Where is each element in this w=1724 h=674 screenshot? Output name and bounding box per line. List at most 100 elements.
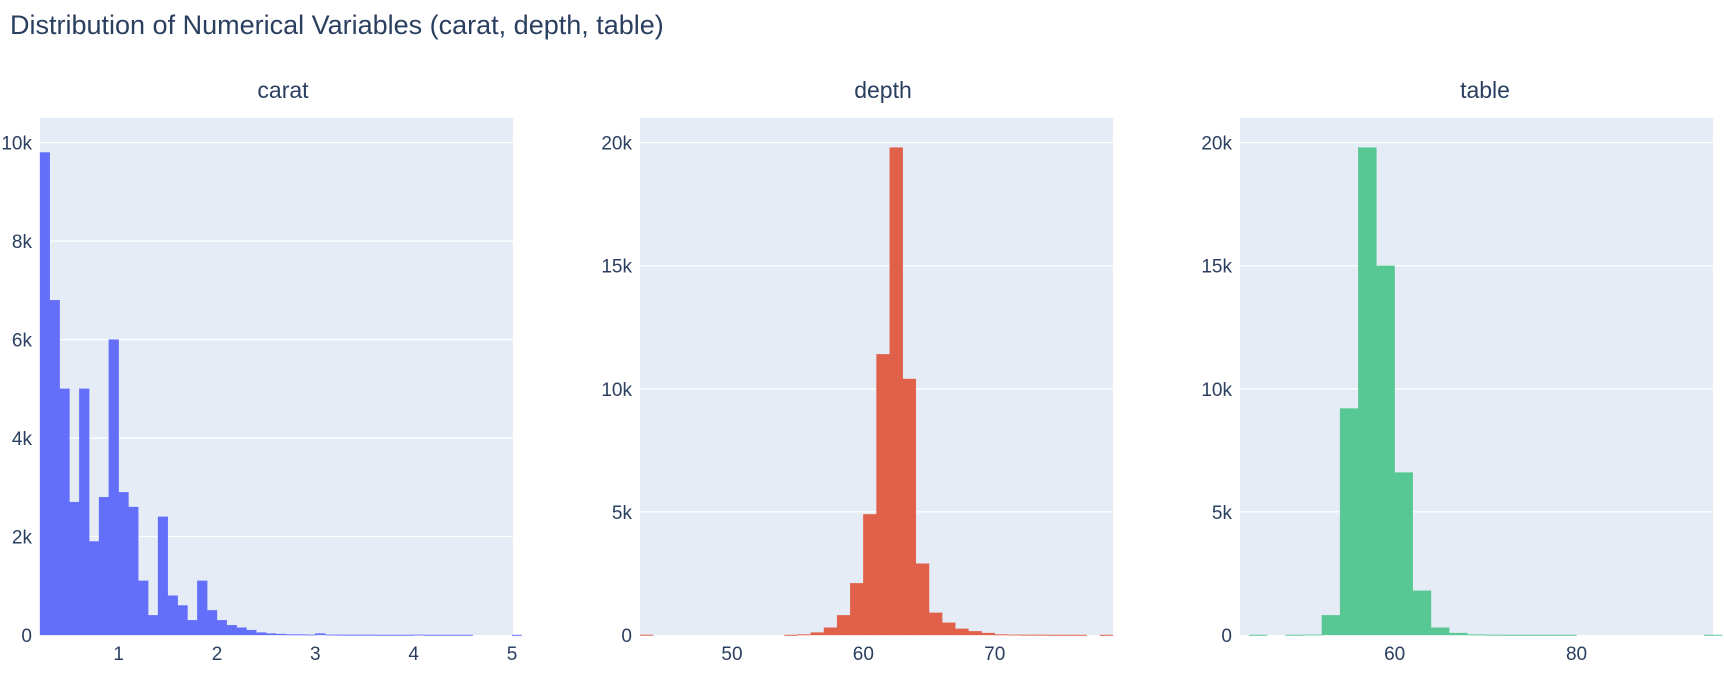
histogram-bar [889, 147, 903, 636]
histogram-bar [344, 634, 355, 636]
histogram-bar [384, 634, 395, 636]
histogram-bar [784, 634, 798, 636]
x-tick-label: 70 [984, 644, 1005, 665]
histogram-bar [850, 583, 864, 636]
y-tick-label: 0 [621, 626, 632, 647]
histogram-bar [810, 632, 825, 636]
y-tick-label: 10k [1, 134, 32, 155]
histogram-bar [128, 506, 139, 636]
x-tick-label: 80 [1566, 644, 1587, 665]
histogram-bar [981, 632, 995, 636]
histogram-bar [216, 620, 227, 636]
y-tick-label: 5k [1212, 503, 1233, 524]
histogram-bar [955, 628, 969, 636]
y-tick-label: 15k [1201, 257, 1232, 278]
histogram-bar [393, 634, 404, 636]
histogram-bar [968, 631, 982, 636]
histogram-bar [374, 634, 385, 636]
x-tick-label: 4 [408, 644, 419, 665]
histogram-bar [295, 634, 306, 636]
y-tick-label: 6k [12, 331, 33, 352]
x-tick-label: 50 [721, 644, 742, 665]
histogram-bar [39, 152, 50, 636]
histogram-bar [1485, 634, 1504, 636]
subplot-title: depth [854, 77, 912, 103]
histogram-bar [79, 388, 90, 636]
histogram-bar [511, 634, 523, 636]
subplot-carat: carat 0 2k 4k 6k 8k 10k 1 2 3 4 5 [1, 77, 523, 665]
histogram-bar [443, 634, 454, 636]
histogram-bar [928, 612, 943, 636]
y-tick-label: 10k [1201, 380, 1232, 401]
histogram-bar [334, 634, 345, 636]
x-tick-label: 5 [507, 644, 518, 665]
y-tick-label: 4k [12, 429, 33, 450]
histogram-bar [1007, 634, 1022, 636]
y-tick-label: 20k [601, 134, 632, 155]
subplot-depth: depth 0 5k 10k 15k 20k 50 60 70 [601, 77, 1114, 665]
histogram-bar [275, 633, 286, 636]
histogram-bar [364, 634, 375, 636]
histogram-bar [89, 541, 100, 636]
histogram-bar [285, 634, 296, 636]
histogram-bar [1073, 634, 1087, 636]
histogram-bar [1321, 615, 1341, 636]
histogram-bar [433, 634, 444, 636]
histogram-bar [167, 595, 178, 636]
x-tick-label: 60 [1384, 644, 1405, 665]
histogram-bar [836, 615, 851, 636]
histogram-bar [1099, 634, 1114, 636]
histogram-bar [98, 496, 109, 636]
histogram-bar [315, 633, 326, 636]
histogram-bar [148, 615, 159, 636]
histogram-bar [226, 625, 237, 636]
histogram-bar [1034, 634, 1048, 636]
histogram-bar [1394, 472, 1413, 636]
histogram-bar [994, 634, 1009, 636]
histogram-bar [236, 627, 247, 636]
y-tick-label: 0 [1221, 626, 1232, 647]
x-tick-label: 60 [853, 644, 874, 665]
histogram-bar [197, 580, 208, 636]
histogram-bar [1558, 634, 1577, 636]
histogram-bar [797, 634, 811, 636]
histogram-bar [1376, 265, 1395, 636]
y-tick-label: 5k [612, 503, 633, 524]
histogram-bar [1703, 634, 1723, 636]
histogram-bar [325, 634, 336, 636]
subplot-title: carat [257, 77, 309, 103]
histogram-bar [1540, 634, 1559, 636]
histogram-bar [902, 378, 917, 636]
histogram-bar [207, 610, 218, 636]
histogram-bar [1248, 634, 1268, 636]
histogram-bar [1412, 590, 1432, 636]
x-tick-label: 3 [310, 644, 321, 665]
histogram-bar [108, 339, 119, 636]
histogram-bar [403, 634, 414, 636]
histogram-bar [187, 620, 198, 636]
histogram-bar [1430, 627, 1450, 636]
y-tick-label: 15k [601, 257, 632, 278]
histogram-bar [1449, 632, 1468, 636]
histogram-bar [305, 634, 316, 636]
histogram-bar [639, 634, 654, 636]
histogram-bar [1303, 634, 1323, 636]
x-tick-label: 1 [113, 644, 124, 665]
x-tick-label: 2 [212, 644, 223, 665]
histogram-bar [177, 605, 188, 636]
y-tick-label: 2k [12, 528, 33, 549]
chart-title: Distribution of Numerical Variables (car… [10, 10, 664, 40]
histogram-bar [1020, 634, 1035, 636]
plot-area [1240, 118, 1713, 635]
histogram-bar [452, 634, 463, 636]
histogram-bar [423, 634, 434, 636]
histogram-bar [157, 516, 168, 636]
histogram-bar [1047, 634, 1061, 636]
histogram-bar [354, 634, 365, 636]
histogram-bar [246, 629, 257, 636]
histogram-bar [876, 354, 890, 636]
histogram-bar [49, 300, 60, 636]
histogram-bar [863, 514, 877, 636]
histogram-bar [1503, 634, 1523, 636]
